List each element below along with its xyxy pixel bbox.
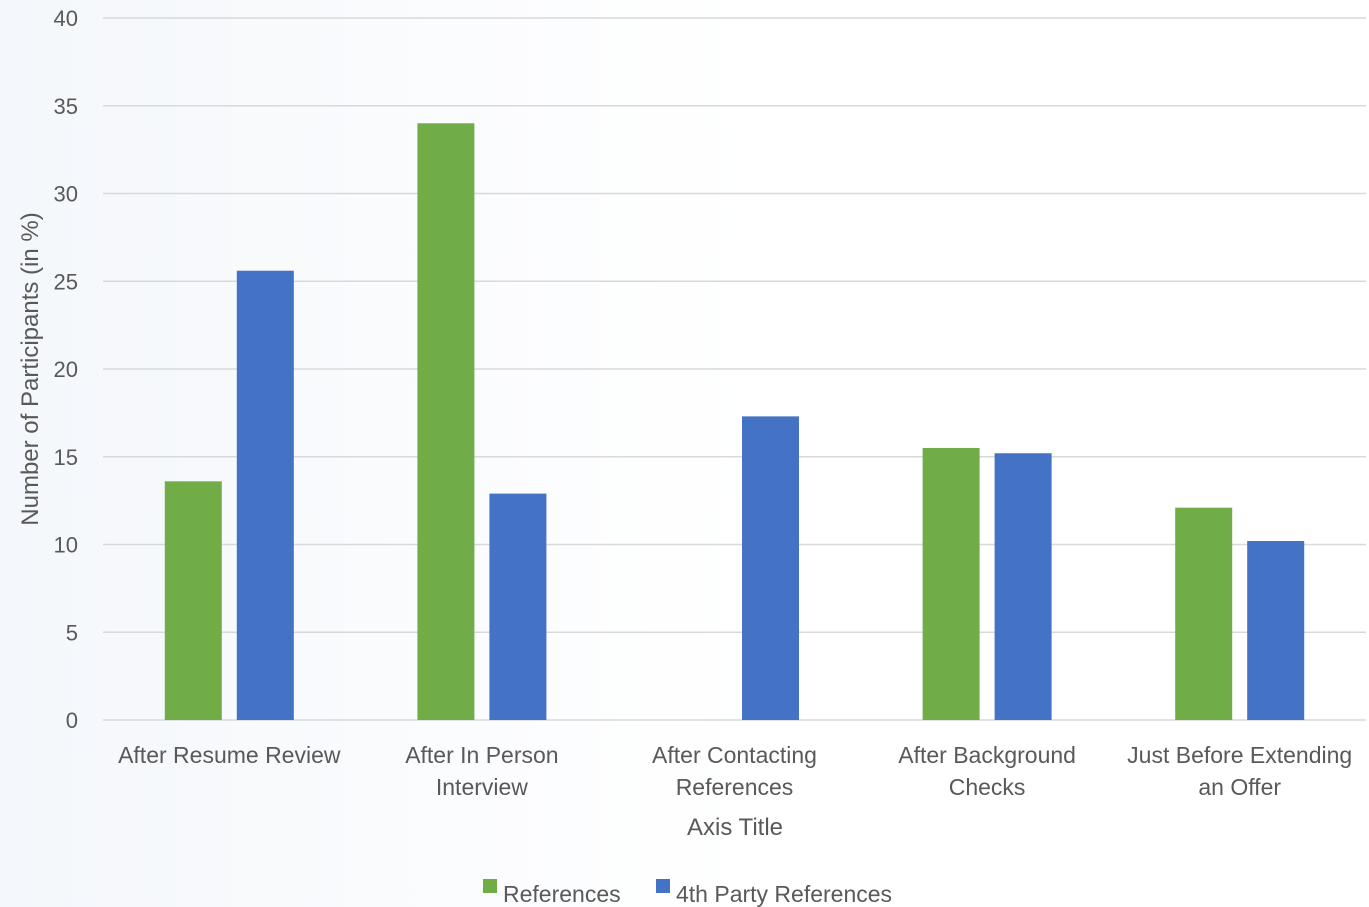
legend: References 4th Party References xyxy=(483,879,892,907)
y-tick-label: 15 xyxy=(54,445,78,470)
x-axis-title: Axis Title xyxy=(687,814,783,841)
x-category-label: After Resume Review xyxy=(118,742,341,768)
x-category-label: After Background xyxy=(898,742,1076,768)
bar-4th-party-references xyxy=(742,416,799,720)
bars xyxy=(164,123,1305,721)
y-tick-label: 30 xyxy=(54,182,78,207)
y-tick-label: 5 xyxy=(66,620,78,645)
y-tick-label: 20 xyxy=(54,357,78,382)
x-category-label: Checks xyxy=(949,774,1026,800)
x-category-label: After Contacting xyxy=(652,742,817,768)
y-tick-label: 35 xyxy=(54,94,78,119)
x-axis-categories: After Resume Review After In Person Interv… xyxy=(118,742,1352,800)
bar-references xyxy=(164,481,222,720)
y-axis-title: Number of Participants (in %) xyxy=(17,212,44,525)
bar-4th-party-references xyxy=(1247,540,1305,720)
y-tick-label: 10 xyxy=(54,533,78,558)
legend-label: 4th Party References xyxy=(676,881,892,907)
x-category-label: Just Before Extending xyxy=(1127,742,1352,768)
x-category-label: References xyxy=(676,774,794,800)
x-category-label: After In Person xyxy=(405,742,558,768)
bar-references xyxy=(1175,507,1233,720)
x-category-label: an Offer xyxy=(1198,774,1281,800)
y-axis-ticks: 0 5 10 15 20 25 30 35 40 xyxy=(54,6,78,733)
y-tick-label: 0 xyxy=(66,708,78,733)
legend-swatch xyxy=(483,879,497,893)
y-tick-label: 25 xyxy=(54,269,78,294)
y-tick-label: 40 xyxy=(54,6,78,31)
bar-references xyxy=(417,123,475,721)
legend-label: References xyxy=(503,881,621,907)
gridlines xyxy=(103,17,1366,721)
legend-swatch xyxy=(656,879,670,893)
bar-4th-party-references xyxy=(489,493,547,720)
x-category-label: Interview xyxy=(436,774,528,800)
bar-4th-party-references xyxy=(994,453,1052,720)
bar-4th-party-references xyxy=(236,270,294,720)
bar-references xyxy=(922,447,980,720)
